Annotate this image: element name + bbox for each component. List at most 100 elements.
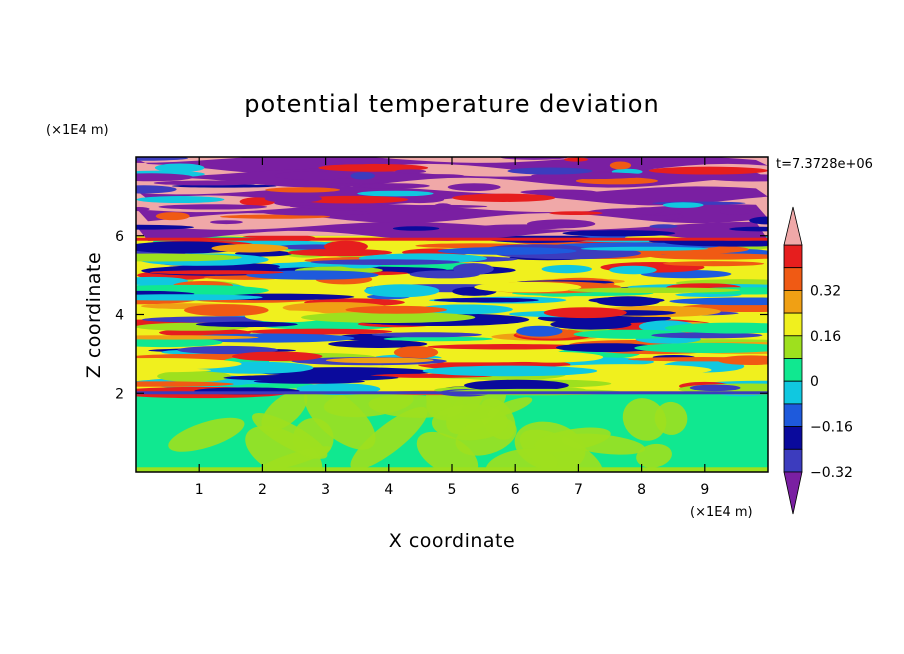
y-tick-label: 6 xyxy=(115,229,124,245)
field-band xyxy=(364,284,440,298)
field-patch xyxy=(636,443,672,468)
field-band xyxy=(136,381,234,387)
field-band xyxy=(136,335,259,340)
field-band xyxy=(219,214,331,219)
field-band xyxy=(416,304,513,315)
field-band xyxy=(136,157,188,161)
field-band xyxy=(149,270,284,275)
colorbar-swatch xyxy=(783,448,803,473)
colorbar-swatch xyxy=(783,267,803,291)
field-band xyxy=(318,163,429,172)
field-band xyxy=(136,221,768,241)
field-band xyxy=(464,379,569,392)
field-band xyxy=(223,374,399,381)
colorbar-swatch xyxy=(783,358,803,382)
time-label: t=7.3728e+06 xyxy=(776,157,873,172)
field-band xyxy=(500,351,604,363)
field-patch xyxy=(304,386,376,450)
field-patch xyxy=(168,417,245,452)
field-patch xyxy=(534,427,611,452)
field-band xyxy=(639,377,768,382)
field-band xyxy=(474,281,582,293)
colorbar-swatch xyxy=(783,403,803,427)
field-patch xyxy=(622,398,667,441)
field-band xyxy=(155,212,190,221)
field-band xyxy=(247,328,393,335)
field-band xyxy=(263,209,371,216)
field-band xyxy=(417,174,464,178)
field-band xyxy=(383,336,493,342)
field-band xyxy=(541,264,593,274)
field-patch xyxy=(350,406,428,470)
colorbar-extend-high xyxy=(783,206,803,246)
middle-layer xyxy=(136,232,768,399)
x-axis: 1 2 3 4 5 6 7 8 9 xyxy=(195,157,709,498)
x-tick-label: 9 xyxy=(700,482,709,498)
field-band xyxy=(393,346,439,359)
field-band xyxy=(627,207,664,215)
field-band xyxy=(562,230,676,237)
field-band xyxy=(136,337,223,348)
colorbar-label: 0.16 xyxy=(810,329,841,345)
field-band xyxy=(392,226,440,231)
field-band xyxy=(328,340,428,348)
field-band xyxy=(669,297,768,306)
field-band xyxy=(409,270,480,279)
colorbar-label: −0.16 xyxy=(810,420,853,436)
colorbar-swatch xyxy=(783,289,803,314)
x-tick-label: 8 xyxy=(637,482,646,498)
field-band xyxy=(157,370,231,383)
field-band xyxy=(327,157,387,165)
field-band xyxy=(704,174,768,182)
x-tick-label: 2 xyxy=(258,482,267,498)
field-band xyxy=(427,344,592,350)
chart-title: potential temperature deviation xyxy=(244,90,659,118)
field-band xyxy=(195,321,298,328)
field-band xyxy=(648,166,768,175)
field-band xyxy=(297,195,409,204)
plot-area xyxy=(136,157,768,472)
field-band xyxy=(158,204,268,210)
x-tick-label: 7 xyxy=(574,482,583,498)
field-band xyxy=(749,216,768,225)
field-band xyxy=(719,208,752,215)
field-band xyxy=(452,193,556,202)
colorbar-swatch xyxy=(783,380,803,405)
field-band xyxy=(304,178,384,184)
field-band xyxy=(663,261,765,267)
y-unit-label: (×1E4 m) xyxy=(46,123,109,138)
field-band xyxy=(323,240,368,253)
y-tick-label: 4 xyxy=(115,308,124,324)
upper-layer xyxy=(136,157,768,241)
field-patch xyxy=(416,431,479,472)
field-band xyxy=(478,224,569,230)
colorbar-label: 0 xyxy=(810,374,819,390)
field-band xyxy=(265,187,341,193)
field-band xyxy=(543,307,627,319)
field-band xyxy=(609,265,657,275)
colorbar-swatch xyxy=(783,426,803,450)
field-band xyxy=(437,247,577,255)
field-band xyxy=(177,345,278,355)
field-band xyxy=(689,384,741,392)
field-band xyxy=(634,342,768,354)
colorbar-extend-low xyxy=(783,471,803,515)
field-band xyxy=(588,296,665,304)
x-unit-label: (×1E4 m) xyxy=(690,505,753,520)
field-band xyxy=(550,319,632,330)
field-band xyxy=(154,163,205,173)
field-band xyxy=(609,161,632,170)
field-band xyxy=(274,171,351,181)
field-band xyxy=(394,196,445,204)
field-band xyxy=(575,177,658,185)
field-band xyxy=(136,207,150,212)
field-band xyxy=(516,325,563,337)
field-band xyxy=(136,391,768,395)
field-band xyxy=(568,287,741,294)
field-band xyxy=(136,224,195,230)
field-band xyxy=(325,357,434,364)
field-band xyxy=(649,224,678,229)
y-axis: 2 4 6 xyxy=(115,229,768,402)
x-tick-label: 4 xyxy=(384,482,393,498)
